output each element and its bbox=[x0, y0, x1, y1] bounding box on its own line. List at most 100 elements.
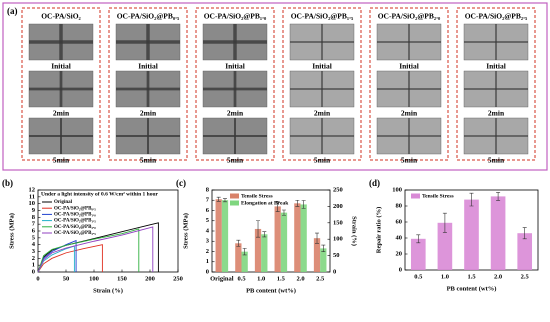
y2-tick-label: 250 bbox=[333, 186, 343, 193]
error-bar bbox=[496, 192, 501, 201]
stress-strain-curve bbox=[37, 226, 154, 273]
row-label: 5min bbox=[227, 156, 244, 165]
row-label: 5min bbox=[314, 156, 331, 165]
legend-label: OC-PA/SiO₂@PB₂.₅ bbox=[54, 231, 96, 236]
y-tick-label: 3 bbox=[32, 248, 36, 255]
y2-tick-label: 200 bbox=[333, 203, 343, 210]
error-bar bbox=[301, 200, 306, 209]
bar bbox=[300, 204, 307, 272]
y-tick-label: 11 bbox=[29, 193, 35, 200]
y-tick-label: 2 bbox=[206, 248, 209, 255]
row-label: 5min bbox=[401, 156, 418, 165]
x-tick-label: 2.0 bbox=[494, 273, 502, 280]
y-tick-label: 8 bbox=[32, 214, 36, 221]
y-tick-label: 6 bbox=[32, 227, 36, 234]
x-tick-label: 150 bbox=[117, 275, 127, 282]
stress-strain-curve bbox=[37, 228, 140, 273]
bar bbox=[274, 206, 281, 272]
y-tick-label: 8 bbox=[206, 186, 210, 193]
y2-tick-label: 100 bbox=[333, 236, 343, 243]
y2-tick-label: 0 bbox=[333, 268, 336, 275]
row-label: 2min bbox=[227, 109, 244, 118]
bar bbox=[235, 243, 242, 272]
x-tick-label: 0 bbox=[36, 275, 39, 282]
legend-label: Original bbox=[54, 200, 73, 205]
x-tick-label: 100 bbox=[89, 275, 99, 282]
error-bar bbox=[416, 234, 421, 244]
sample-title: OC-PA/SiO₂@PB₂.₅ bbox=[465, 12, 528, 21]
error-bar bbox=[442, 212, 447, 233]
row-label: 2min bbox=[314, 109, 331, 118]
bar bbox=[320, 248, 327, 272]
y-tick-label: 4 bbox=[206, 227, 210, 234]
legend-label: OC-PA/SiO₂@PB₀.₅ bbox=[54, 206, 96, 211]
y-axis-label: Repair ratio (%) bbox=[375, 207, 382, 253]
annotation: Under a light intensity of 0.6 W/cm² wit… bbox=[41, 191, 159, 197]
x-tick-label: 0.5 bbox=[414, 273, 423, 280]
x-axis-label: PB content (wt%) bbox=[246, 287, 296, 294]
error-bar bbox=[295, 199, 300, 207]
panel-label: (a) bbox=[7, 6, 18, 16]
y-tick-label: 6 bbox=[206, 207, 210, 214]
row-label: 5min bbox=[140, 156, 157, 165]
legend-swatch bbox=[230, 200, 239, 206]
bar bbox=[410, 238, 426, 270]
legend-label: OC-PA/SiO₂@PB₂.₀ bbox=[54, 225, 96, 230]
panel-a-frame bbox=[2, 2, 548, 171]
y-tick-label: 0 bbox=[206, 268, 209, 275]
y-tick-label: 5 bbox=[32, 234, 36, 241]
row-label: Initial bbox=[486, 62, 506, 71]
y-axis-label: Stress (MPa) bbox=[182, 213, 189, 249]
legend-label: Elongation at Break bbox=[241, 200, 289, 206]
error-bar bbox=[256, 220, 261, 238]
bar bbox=[517, 233, 533, 270]
error-bar bbox=[275, 200, 280, 212]
x-tick-label: 1.5 bbox=[467, 273, 476, 280]
y-tick-label: 1 bbox=[206, 258, 209, 265]
row-label: Initial bbox=[399, 62, 419, 71]
panel-label: (c) bbox=[176, 178, 186, 188]
legend-label: OC-PA/SiO₂@PB₁.₀ bbox=[54, 213, 96, 218]
x-axis-label: PB content (wt%) bbox=[447, 285, 497, 292]
y-tick-label: 0 bbox=[399, 266, 402, 273]
x-tick-label: 1.0 bbox=[441, 273, 449, 280]
x-tick-label: 2.0 bbox=[296, 275, 304, 282]
panel-label: (b) bbox=[2, 178, 13, 188]
y-axis-label: Stress (MPa) bbox=[8, 213, 15, 249]
bar bbox=[241, 251, 248, 272]
stress-strain-curve bbox=[37, 245, 75, 273]
bar bbox=[215, 199, 222, 272]
error-bar bbox=[281, 209, 286, 216]
y-tick-label: 40 bbox=[396, 234, 403, 241]
bar bbox=[280, 212, 288, 272]
y2-axis-label: Strain (%) bbox=[351, 216, 358, 246]
sample-title: OC-PA/SiO₂@PB₀.₅ bbox=[117, 12, 180, 21]
x-tick-label: 1.5 bbox=[277, 275, 286, 282]
y-tick-label: 7 bbox=[32, 221, 36, 228]
x-tick-label: 2.5 bbox=[316, 275, 325, 282]
error-bar bbox=[222, 198, 227, 203]
y-tick-label: 3 bbox=[206, 238, 210, 245]
y-tick-label: 12 bbox=[29, 186, 36, 193]
y2-tick-label: 50 bbox=[333, 252, 340, 259]
y-tick-label: 7 bbox=[206, 197, 210, 204]
error-bar bbox=[242, 248, 247, 256]
row-label: 5min bbox=[53, 156, 70, 165]
y-tick-label: 80 bbox=[396, 202, 403, 209]
error-bar bbox=[315, 232, 320, 244]
y-tick-label: 10 bbox=[29, 200, 36, 207]
bar bbox=[464, 199, 479, 270]
y-tick-label: 60 bbox=[396, 218, 403, 225]
y-tick-label: 100 bbox=[392, 186, 402, 193]
row-label: 5min bbox=[488, 156, 505, 165]
x-tick-label: 2.5 bbox=[521, 273, 530, 280]
bar bbox=[490, 196, 506, 270]
sample-title: OC-PA/SiO₂ bbox=[41, 12, 81, 21]
x-tick-label: Original bbox=[210, 275, 234, 282]
bar bbox=[313, 238, 321, 272]
error-bar bbox=[216, 196, 221, 202]
legend-label: Tensile Stress bbox=[422, 193, 454, 199]
legend-label: Tensile Stress bbox=[241, 193, 273, 199]
panel-label: (d) bbox=[369, 178, 380, 188]
